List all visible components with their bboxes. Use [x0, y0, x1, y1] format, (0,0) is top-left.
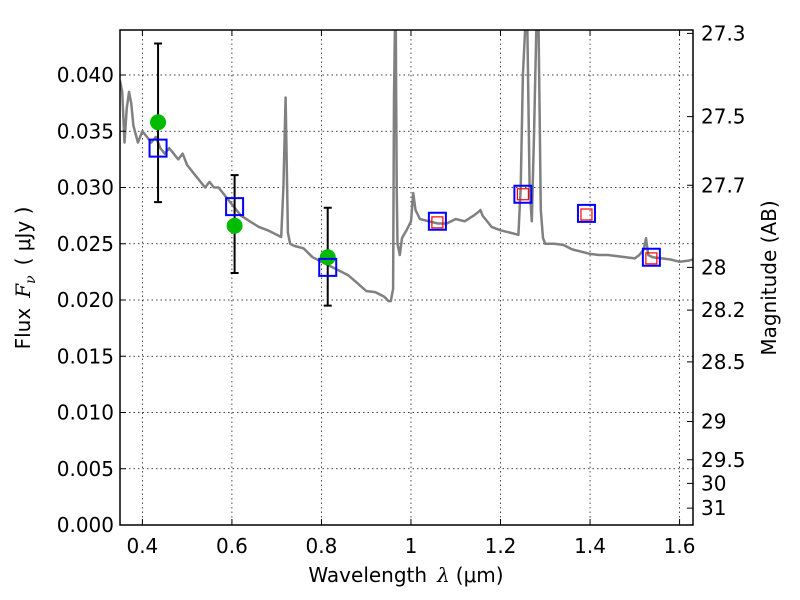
plot-background	[120, 30, 693, 525]
y2-tick-label: 27.5	[701, 105, 746, 129]
x-tick-label: 0.6	[216, 534, 248, 558]
x-tick-label: 1.4	[574, 534, 606, 558]
observed-point	[319, 249, 336, 266]
observed-point	[226, 217, 243, 234]
y-tick-label: 0.010	[57, 401, 114, 425]
y2-tick-label: 28.5	[701, 350, 746, 374]
y2-tick-label: 28.2	[701, 298, 746, 322]
y-axis-label-unit: ( μJy )	[11, 207, 35, 266]
observed-point	[150, 114, 167, 131]
y2-tick-label: 29.5	[701, 448, 746, 472]
y-tick-label: 0.030	[57, 176, 114, 200]
y2-tick-label: 29	[701, 410, 726, 434]
predicted-square	[580, 208, 593, 221]
model-square	[148, 138, 168, 158]
x-axis-label-text: Wavelength	[308, 563, 427, 587]
y2-tick-label: 31	[701, 496, 726, 520]
y-tick-label: 0.040	[57, 63, 114, 87]
predicted-square	[431, 216, 444, 229]
spectrum-line	[120, 30, 693, 303]
model-square	[318, 257, 338, 277]
model-square	[513, 184, 533, 204]
model-square	[641, 247, 661, 267]
x-tick-label: 0.8	[306, 534, 338, 558]
y2-tick-label: 30	[701, 471, 726, 495]
model-square	[225, 197, 245, 217]
axes: 0.4 0.6 0.8 1 1.2 1.4 1.6 0.000 0.005 0.010 0.015 0…	[57, 21, 746, 558]
y-axis-label-symbol: F	[11, 283, 35, 299]
x-tick-label: 1.6	[664, 534, 696, 558]
y-tick-label: 0.020	[57, 288, 114, 312]
marker-layer	[148, 42, 661, 307]
y-tick-label: 0.005	[57, 457, 114, 481]
x-tick-label: 1.2	[485, 534, 517, 558]
x-tick-label: 1	[405, 534, 418, 558]
y2-tick-label: 28	[701, 255, 726, 279]
y-tick-label: 0.025	[57, 232, 114, 256]
y-tick-label: 0.000	[57, 513, 114, 537]
model-square	[427, 211, 447, 231]
plot-frame	[119, 29, 694, 526]
x-axis-label: Wavelength λ (μm)	[308, 563, 503, 587]
predicted-square	[516, 188, 529, 201]
y-tick-label: 0.015	[57, 344, 114, 368]
y2-tick-label: 27.3	[701, 21, 746, 45]
y-axis-label: Flux Fν ( μJy )	[11, 207, 39, 350]
x-axis-label-unit: (μm)	[456, 563, 504, 587]
y-axis-label-subscript: ν	[23, 275, 39, 284]
y2-axis-label: Magnitude (AB)	[757, 200, 781, 355]
x-tick-label: 0.4	[126, 534, 158, 558]
y2-tick-label: 27.7	[701, 173, 746, 197]
y-tick-label: 0.035	[57, 119, 114, 143]
predicted-square	[645, 252, 658, 265]
model-square	[576, 203, 596, 223]
y-axis-label-text: Flux	[11, 308, 35, 350]
plot-area	[120, 30, 693, 303]
x-axis-label-symbol: λ	[436, 563, 450, 587]
